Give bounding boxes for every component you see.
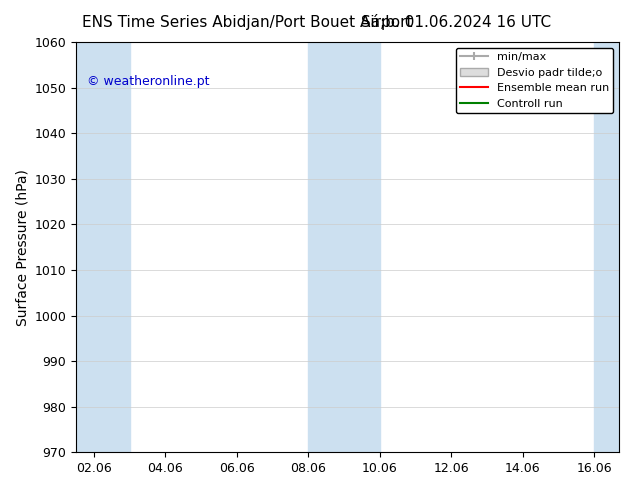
Bar [76, 42, 130, 452]
Bar [594, 42, 619, 452]
Y-axis label: Surface Pressure (hPa): Surface Pressure (hPa) [15, 169, 29, 325]
Text: Sá;b. 01.06.2024 16 UTC: Sá;b. 01.06.2024 16 UTC [361, 15, 552, 30]
Text: © weatheronline.pt: © weatheronline.pt [87, 75, 209, 88]
Text: ENS Time Series Abidjan/Port Bouet Airport: ENS Time Series Abidjan/Port Bouet Airpo… [82, 15, 413, 30]
Bar [308, 42, 380, 452]
Legend: min/max, Desvio padr tilde;o, Ensemble mean run, Controll run: min/max, Desvio padr tilde;o, Ensemble m… [456, 48, 614, 113]
